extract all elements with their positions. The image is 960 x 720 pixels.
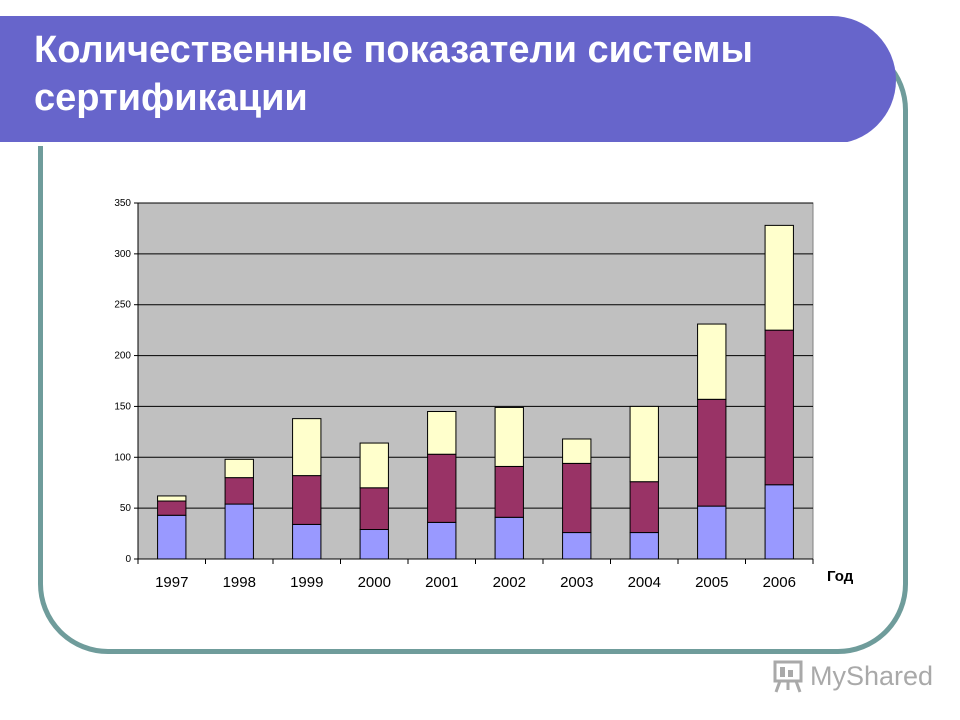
presentation-board-icon: [773, 660, 803, 693]
x-tick-label: 2005: [695, 574, 728, 591]
bar-segment-series-1: [629, 532, 659, 560]
bar-segment-series-2: [224, 477, 254, 505]
bar-segment-series-3: [562, 438, 592, 464]
bar-segment-series-3: [224, 458, 254, 479]
bar-segment-series-3: [629, 405, 659, 483]
y-tick-label: 150: [114, 401, 131, 412]
title-underline: [0, 142, 848, 146]
y-tick-label: 0: [125, 554, 131, 565]
bar-segment-series-1: [562, 532, 592, 560]
bar-segment-series-1: [292, 523, 322, 560]
x-tick-label: 2000: [358, 574, 391, 591]
bar-segment-series-1: [764, 484, 794, 560]
bar-segment-series-3: [427, 411, 457, 455]
brand-text: MyShared: [810, 660, 934, 691]
bar-segment-series-2: [427, 453, 457, 523]
y-tick-label: 100: [114, 452, 131, 463]
bar-segment-series-3: [359, 442, 389, 489]
bar-segment-series-2: [292, 475, 322, 525]
bar-segment-series-2: [359, 487, 389, 531]
stacked-bar-chart: 0 50 100 150 200 250 300 350 1997 1998 1999 2000 200…: [114, 198, 854, 591]
x-tick-label: 2002: [493, 574, 526, 591]
bar-segment-series-1: [427, 521, 457, 560]
x-tick-label: 1998: [223, 574, 256, 591]
x-tick-label: 2004: [628, 574, 661, 591]
bar-segment-series-3: [157, 495, 187, 502]
bar-segment-series-2: [764, 329, 794, 486]
y-tick-label: 250: [114, 300, 131, 311]
y-tick-label: 50: [120, 503, 132, 514]
y-tick-label: 350: [114, 198, 131, 209]
bar-segment-series-1: [157, 514, 187, 560]
x-tick-label: 1999: [290, 574, 323, 591]
x-tick-label: 2003: [560, 574, 593, 591]
bar-segment-series-3: [494, 406, 524, 467]
x-tick-label: 1997: [155, 574, 188, 591]
bar-segment-series-3: [764, 224, 794, 331]
x-tick-label: 2006: [763, 574, 796, 591]
y-tick-label: 200: [114, 351, 131, 362]
title-bar: [0, 16, 896, 146]
bar-segment-series-1: [359, 529, 389, 560]
bar-segment-series-1: [494, 516, 524, 560]
x-tick-label: 2001: [425, 574, 458, 591]
bar-segment-series-2: [494, 465, 524, 518]
bar-segment-series-3: [697, 323, 727, 400]
x-axis-title: Год: [827, 568, 854, 585]
bar-segment-series-2: [157, 500, 187, 516]
bar-segment-series-1: [697, 505, 727, 560]
bar-segment-series-1: [224, 503, 254, 560]
bar-segment-series-2: [697, 398, 727, 507]
slide-title: Количественные показатели системы сертиф…: [34, 29, 753, 119]
bar-segment-series-2: [562, 462, 592, 534]
bar-segment-series-3: [292, 418, 322, 477]
y-tick-label: 300: [114, 249, 131, 260]
brand-logo: MyShared: [770, 654, 933, 698]
bar-segment-series-2: [629, 481, 659, 534]
